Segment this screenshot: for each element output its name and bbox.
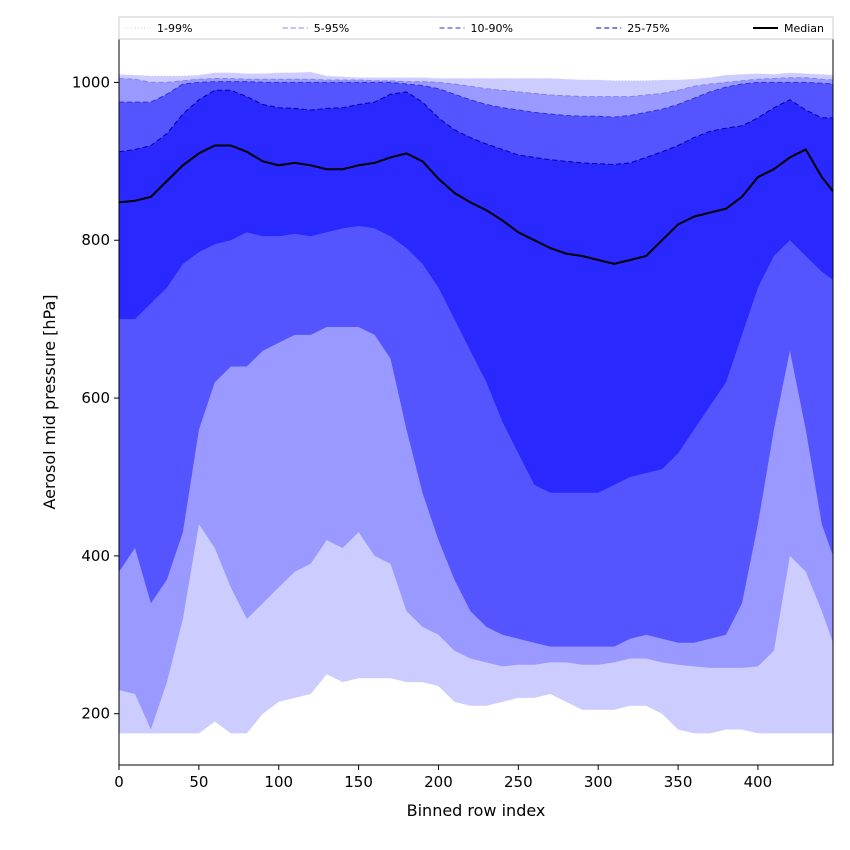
legend-items: 1-99% 5-95% 10-90% 25-75% Median: [126, 22, 824, 35]
y-axis-label: Aerosol mid pressure [hPa]: [40, 294, 59, 509]
y-axis: 200 400 600 800 1000: [72, 73, 119, 723]
band-25-75%-upper-line: [118, 89, 833, 166]
legend-label-5-95%: 5-95%: [314, 22, 349, 35]
series-median-line: [118, 144, 834, 265]
x-axis-label: Binned row index: [407, 801, 546, 820]
x-tick-label: 250: [504, 773, 533, 791]
x-tick-label: 150: [344, 773, 373, 791]
band-1-99%-upper-line: [118, 71, 834, 82]
legend-label-25-75%: 25-75%: [627, 22, 669, 35]
x-tick-label: 100: [264, 773, 293, 791]
legend-box: [118, 16, 834, 40]
band-10-90%-upper-line: [119, 81, 834, 118]
x-tick-label: 50: [189, 773, 208, 791]
y-tick-label: 400: [81, 547, 110, 565]
legend-label-1-99%: 1-99%: [157, 22, 192, 35]
x-tick-label: 400: [744, 773, 773, 791]
x-tick-label: 200: [424, 773, 453, 791]
y-tick-label: 1000: [72, 73, 110, 91]
x-axis: 0 50 100 150 200 250 300 350 400: [114, 765, 772, 791]
y-tick-label: 200: [81, 705, 110, 723]
legend-label-10-90%: 10-90%: [471, 22, 513, 35]
band-5-95%-upper-line: [118, 77, 834, 98]
x-tick-label: 0: [114, 773, 124, 791]
legend: 1-99% 5-95% 10-90% 25-75% Median: [118, 16, 834, 40]
bands-layer: [118, 71, 834, 734]
x-tick-label: 350: [664, 773, 693, 791]
legend-label-Median: Median: [784, 22, 824, 35]
x-tick-label: 300: [584, 773, 613, 791]
y-tick-label: 800: [81, 231, 110, 249]
median-layer: [118, 144, 834, 265]
band-25-75%-area: [119, 90, 833, 493]
y-tick-label: 600: [81, 389, 110, 407]
